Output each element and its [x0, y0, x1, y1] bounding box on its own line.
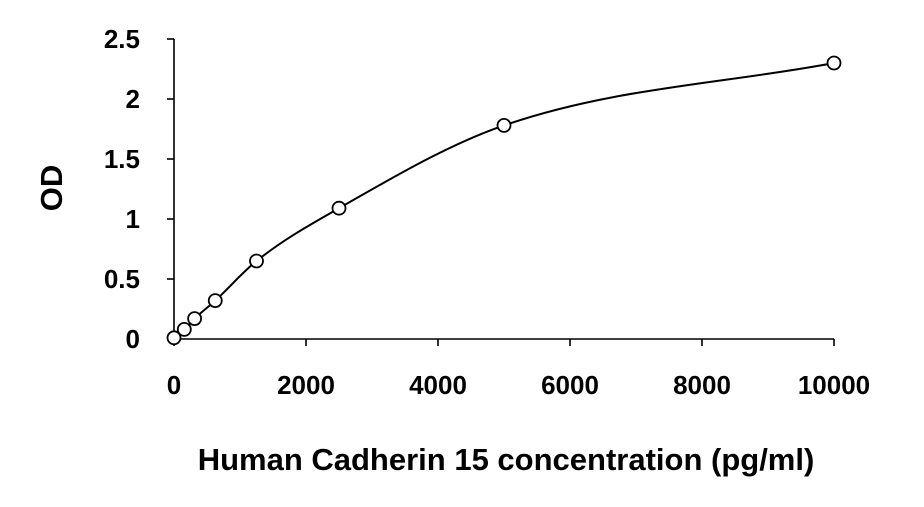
data-points-layer — [166, 55, 842, 346]
fit-curve-layer — [173, 62, 835, 339]
x-tick-label: 4000 — [409, 370, 467, 400]
y-axis: 0 0.5 1 1.5 2 2.5 — [104, 24, 175, 354]
x-tick-label: 10000 — [798, 370, 870, 400]
x-tick-label: 2000 — [277, 370, 335, 400]
y-tick-label: 0 — [126, 324, 140, 354]
fit-curve — [173, 62, 835, 339]
x-axis: 0 2000 4000 6000 8000 10000 — [167, 338, 870, 400]
data-point — [166, 330, 182, 346]
y-axis-title: OD — [34, 165, 69, 212]
y-tick-label: 0.5 — [104, 264, 140, 294]
x-axis-title: Human Cadherin 15 concentration (pg/ml) — [198, 442, 815, 477]
y-tick-label: 2 — [126, 84, 140, 114]
x-tick-label: 6000 — [541, 370, 599, 400]
data-point — [331, 200, 347, 216]
data-point — [207, 293, 223, 309]
data-point — [496, 118, 512, 133]
data-point — [826, 55, 842, 71]
y-tick-label: 1.5 — [104, 144, 140, 174]
data-point — [249, 253, 264, 269]
data-point — [176, 321, 192, 337]
x-tick-label: 8000 — [673, 370, 731, 400]
x-tick-label: 0 — [167, 370, 181, 400]
y-tick-label: 1 — [126, 204, 140, 234]
y-tick-label: 2.5 — [104, 24, 140, 54]
data-point — [187, 311, 202, 327]
